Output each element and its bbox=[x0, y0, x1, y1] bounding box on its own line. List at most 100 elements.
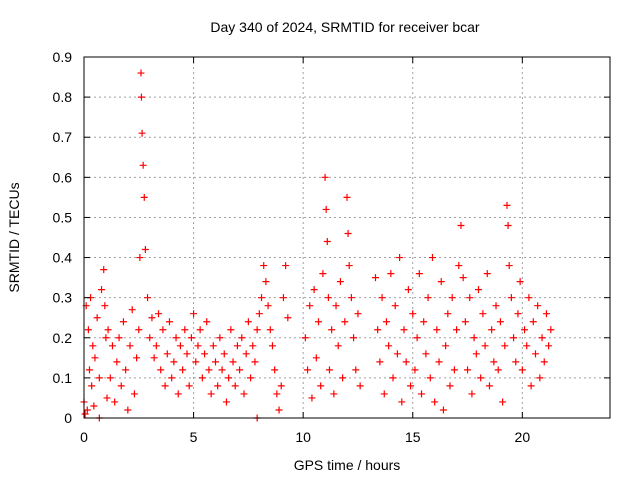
data-point bbox=[192, 358, 200, 366]
data-point bbox=[415, 270, 423, 278]
data-point bbox=[304, 366, 312, 374]
data-point bbox=[536, 374, 544, 382]
data-point bbox=[529, 318, 537, 326]
data-point bbox=[538, 334, 546, 342]
data-point bbox=[216, 334, 224, 342]
data-point bbox=[227, 326, 235, 334]
data-point bbox=[444, 310, 452, 318]
data-point bbox=[315, 318, 323, 326]
data-point bbox=[253, 326, 261, 334]
data-point bbox=[152, 342, 160, 350]
data-point bbox=[328, 326, 336, 334]
data-point bbox=[531, 350, 539, 358]
data-point bbox=[117, 382, 125, 390]
data-point bbox=[525, 294, 533, 302]
data-point bbox=[144, 294, 152, 302]
data-point bbox=[547, 326, 555, 334]
data-point bbox=[310, 286, 318, 294]
data-point bbox=[85, 366, 93, 374]
data-point bbox=[126, 342, 134, 350]
data-point bbox=[172, 334, 180, 342]
data-point bbox=[540, 358, 548, 366]
data-point bbox=[439, 406, 447, 414]
data-point bbox=[103, 394, 111, 402]
data-point bbox=[344, 229, 352, 237]
data-point bbox=[431, 398, 439, 406]
x-tick-label: 10 bbox=[295, 429, 311, 445]
data-point bbox=[214, 382, 222, 390]
data-point bbox=[494, 366, 502, 374]
data-point bbox=[396, 254, 404, 262]
data-point bbox=[90, 402, 98, 410]
data-point bbox=[282, 262, 290, 270]
data-point bbox=[464, 366, 472, 374]
data-point bbox=[260, 262, 268, 270]
data-point bbox=[268, 342, 276, 350]
data-point bbox=[137, 69, 145, 77]
data-point bbox=[334, 342, 342, 350]
data-point bbox=[448, 294, 456, 302]
y-tick-label: 0.8 bbox=[53, 89, 73, 105]
data-point bbox=[179, 366, 187, 374]
y-tick-label: 0.1 bbox=[53, 370, 73, 386]
data-point bbox=[306, 302, 314, 310]
y-tick-label: 0.9 bbox=[53, 49, 73, 65]
data-point bbox=[170, 358, 178, 366]
data-point bbox=[510, 334, 518, 342]
data-point bbox=[420, 318, 428, 326]
data-point bbox=[190, 310, 198, 318]
data-point bbox=[244, 318, 252, 326]
data-point bbox=[83, 406, 91, 414]
data-point bbox=[453, 326, 461, 334]
data-point bbox=[345, 262, 353, 270]
data-point bbox=[501, 342, 509, 350]
data-point bbox=[106, 374, 114, 382]
data-point bbox=[176, 342, 184, 350]
data-point bbox=[258, 294, 266, 302]
data-point bbox=[376, 358, 384, 366]
data-point bbox=[418, 390, 426, 398]
data-point bbox=[229, 358, 237, 366]
data-point bbox=[323, 238, 331, 246]
data-point bbox=[266, 326, 274, 334]
data-point bbox=[201, 350, 209, 358]
data-point bbox=[411, 366, 419, 374]
data-point bbox=[115, 334, 123, 342]
data-point bbox=[128, 306, 136, 314]
data-point bbox=[459, 274, 467, 282]
data-point bbox=[378, 294, 386, 302]
chart-title: Day 340 of 2024, SRMTID for receiver bca… bbox=[210, 19, 480, 35]
data-point bbox=[504, 221, 512, 229]
y-axis-label: SRMTID / TECUs bbox=[6, 182, 22, 292]
data-point bbox=[279, 294, 287, 302]
data-point bbox=[339, 374, 347, 382]
data-point bbox=[312, 354, 320, 362]
data-point bbox=[518, 366, 526, 374]
data-point bbox=[194, 342, 202, 350]
data-point bbox=[455, 262, 463, 270]
data-point bbox=[203, 318, 211, 326]
data-point bbox=[163, 350, 171, 358]
data-point bbox=[100, 266, 108, 274]
data-point bbox=[514, 310, 522, 318]
data-point bbox=[207, 390, 215, 398]
data-point bbox=[308, 394, 316, 402]
x-tick-label: 15 bbox=[405, 429, 421, 445]
data-point bbox=[391, 302, 399, 310]
data-point bbox=[124, 406, 132, 414]
data-point bbox=[150, 354, 158, 362]
data-point bbox=[84, 326, 92, 334]
y-tick-label: 0.5 bbox=[53, 209, 73, 225]
data-point bbox=[527, 382, 535, 390]
y-tick-label: 0.3 bbox=[53, 290, 73, 306]
data-point bbox=[321, 173, 329, 181]
data-point bbox=[236, 366, 244, 374]
data-point bbox=[470, 334, 478, 342]
data-point bbox=[138, 129, 146, 137]
data-point bbox=[507, 294, 515, 302]
y-tick-label: 0.6 bbox=[53, 169, 73, 185]
data-point bbox=[317, 382, 325, 390]
data-point bbox=[347, 294, 355, 302]
data-point bbox=[475, 286, 482, 294]
data-point bbox=[89, 342, 97, 350]
